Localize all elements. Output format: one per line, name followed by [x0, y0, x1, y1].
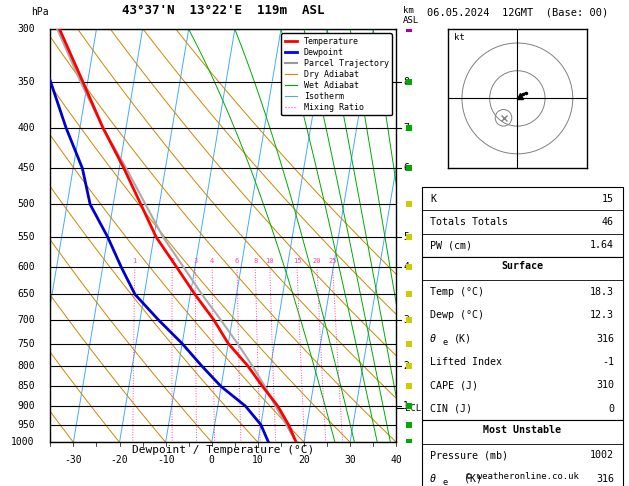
Text: 950: 950: [17, 419, 35, 430]
Text: 1000: 1000: [11, 437, 35, 447]
Text: θ: θ: [430, 334, 436, 344]
Text: 6: 6: [403, 163, 409, 174]
Text: 43°37'N  13°22'E  119m  ASL: 43°37'N 13°22'E 119m ASL: [122, 4, 325, 17]
Text: 3: 3: [193, 258, 198, 264]
Text: 10: 10: [265, 258, 274, 264]
Text: 700: 700: [17, 315, 35, 325]
Text: 20: 20: [313, 258, 321, 264]
Text: 850: 850: [17, 382, 35, 392]
Text: 1: 1: [403, 401, 409, 411]
Text: 500: 500: [17, 199, 35, 209]
Text: 40: 40: [391, 455, 402, 465]
Text: Mixing Ratio (g/kg): Mixing Ratio (g/kg): [426, 185, 435, 287]
Text: 15: 15: [602, 194, 614, 204]
Bar: [421, 257, 623, 420]
Text: 900: 900: [17, 401, 35, 411]
Text: 25: 25: [328, 258, 337, 264]
Text: (K): (K): [458, 474, 482, 484]
Text: 4: 4: [403, 262, 409, 272]
Text: 20: 20: [298, 455, 310, 465]
Text: 300: 300: [17, 24, 35, 34]
Text: 350: 350: [17, 77, 35, 87]
Text: 0: 0: [608, 404, 614, 414]
Text: CAPE (J): CAPE (J): [430, 381, 478, 390]
Text: 650: 650: [17, 290, 35, 299]
Text: 2: 2: [170, 258, 174, 264]
Text: K: K: [430, 194, 436, 204]
Text: © weatheronline.co.uk: © weatheronline.co.uk: [465, 472, 579, 481]
Text: Dewp (°C): Dewp (°C): [430, 311, 484, 320]
Bar: [421, 420, 623, 486]
Text: hPa: hPa: [31, 7, 49, 17]
Text: e: e: [443, 478, 448, 486]
Text: 600: 600: [17, 262, 35, 272]
Text: 5: 5: [403, 232, 409, 242]
Text: 1002: 1002: [590, 451, 614, 460]
Legend: Temperature, Dewpoint, Parcel Trajectory, Dry Adiabat, Wet Adiabat, Isotherm, Mi: Temperature, Dewpoint, Parcel Trajectory…: [281, 34, 392, 116]
Text: 7: 7: [403, 123, 409, 133]
X-axis label: Dewpoint / Temperature (°C): Dewpoint / Temperature (°C): [132, 445, 314, 455]
Text: 18.3: 18.3: [590, 287, 614, 297]
Text: 10: 10: [252, 455, 264, 465]
Text: 450: 450: [17, 163, 35, 174]
Text: 30: 30: [344, 455, 356, 465]
Text: θ: θ: [430, 474, 436, 484]
Text: 0: 0: [209, 455, 214, 465]
Text: Lifted Index: Lifted Index: [430, 357, 502, 367]
Text: LCL: LCL: [405, 404, 421, 413]
Text: 15: 15: [292, 258, 301, 264]
Bar: [421, 187, 623, 257]
Text: Pressure (mb): Pressure (mb): [430, 451, 508, 460]
Text: 6: 6: [235, 258, 239, 264]
Text: 400: 400: [17, 123, 35, 133]
Text: 316: 316: [596, 474, 614, 484]
Text: 4: 4: [210, 258, 214, 264]
Text: 8: 8: [403, 77, 409, 87]
Text: 1: 1: [133, 258, 137, 264]
Text: e: e: [443, 338, 448, 347]
Text: -30: -30: [65, 455, 82, 465]
Text: 750: 750: [17, 339, 35, 348]
Text: 310: 310: [596, 381, 614, 390]
Text: 550: 550: [17, 232, 35, 242]
Text: -10: -10: [157, 455, 174, 465]
Text: Surface: Surface: [501, 261, 543, 271]
Text: 46: 46: [602, 217, 614, 227]
Text: 1.64: 1.64: [590, 241, 614, 250]
Text: Totals Totals: Totals Totals: [430, 217, 508, 227]
Text: Most Unstable: Most Unstable: [483, 425, 561, 434]
Text: CIN (J): CIN (J): [430, 404, 472, 414]
Text: PW (cm): PW (cm): [430, 241, 472, 250]
Text: -20: -20: [111, 455, 128, 465]
Text: 06.05.2024  12GMT  (Base: 00): 06.05.2024 12GMT (Base: 00): [427, 7, 608, 17]
Text: 800: 800: [17, 361, 35, 371]
Text: 3: 3: [403, 315, 409, 325]
Text: 2: 2: [403, 361, 409, 371]
Text: Temp (°C): Temp (°C): [430, 287, 484, 297]
Text: km
ASL: km ASL: [403, 6, 420, 25]
Text: kt: kt: [454, 33, 464, 42]
Text: 8: 8: [253, 258, 257, 264]
Text: 316: 316: [596, 334, 614, 344]
Text: 12.3: 12.3: [590, 311, 614, 320]
Text: (K): (K): [454, 334, 472, 344]
Text: -1: -1: [602, 357, 614, 367]
